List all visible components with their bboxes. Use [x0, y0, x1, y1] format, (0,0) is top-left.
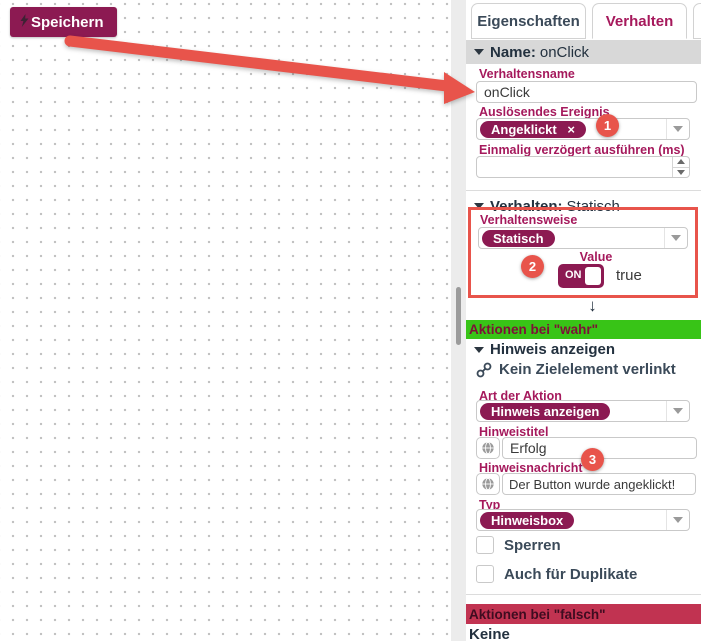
chevron-down-icon — [671, 235, 681, 241]
name-header-label: Name: — [490, 43, 536, 61]
typ-dropdown[interactable]: Hinweisbox — [476, 509, 690, 531]
translate-titel-button[interactable] — [476, 437, 500, 459]
no-target-row: Kein Zielelement verlinkt — [476, 361, 676, 378]
verhaltensname-input[interactable]: onClick — [476, 81, 697, 103]
tab-verhalten[interactable]: Verhalten — [592, 3, 687, 39]
tab-stub[interactable] — [693, 3, 701, 39]
link-icon — [476, 362, 492, 378]
ereignis-label: Auslösendes Ereignis — [479, 105, 610, 119]
name-section-header[interactable]: Name: onClick — [466, 40, 701, 64]
spinner-down-button[interactable] — [673, 168, 689, 178]
hinweistitel-value: Erfolg — [510, 440, 547, 456]
chevron-down-icon — [673, 408, 683, 414]
tab-eigenschaften-label: Eigenschaften — [477, 12, 580, 30]
angeklickt-tag-label: Angeklickt — [491, 121, 557, 137]
hinweis-anzeigen-pill-label: Hinweis anzeigen — [491, 403, 600, 419]
badge-2-number: 2 — [528, 259, 537, 274]
lightning-icon — [20, 13, 31, 31]
hinweis-anzeigen-pill: Hinweis anzeigen — [480, 402, 611, 420]
verhalten-section-header[interactable]: Verhalten: Statisch — [466, 196, 701, 216]
annotation-badge-2: 2 — [521, 255, 544, 278]
spinner-up-button[interactable] — [673, 157, 689, 168]
toggle-on-label: ON — [565, 269, 582, 281]
aktionen-wahr-label: Aktionen bei "wahr" — [469, 322, 599, 337]
hinweis-header-label: Hinweis anzeigen — [490, 341, 616, 358]
statisch-pill: Statisch — [482, 229, 555, 247]
aktionen-falsch-bar: Aktionen bei "falsch" — [466, 604, 701, 624]
panel-scrollbar-thumb[interactable] — [456, 287, 461, 345]
number-spinner[interactable] — [672, 157, 689, 177]
badge-3-number: 3 — [588, 452, 597, 467]
section-divider — [466, 190, 701, 191]
annotation-badge-3: 3 — [581, 448, 604, 471]
globe-icon — [482, 477, 494, 491]
translate-nachricht-button[interactable] — [476, 473, 500, 495]
sperren-label: Sperren — [504, 537, 561, 554]
flow-arrow-down-icon: ↓ — [588, 296, 597, 315]
art-der-aktion-label: Art der Aktion — [479, 389, 562, 403]
verhalten-header-label: Verhalten: — [490, 197, 563, 215]
triangle-up-icon — [677, 159, 685, 165]
tag-remove-icon[interactable]: × — [567, 121, 575, 137]
art-der-aktion-dropdown[interactable]: Hinweis anzeigen — [476, 400, 690, 422]
aktionen-wahr-bar: Aktionen bei "wahr" — [466, 320, 701, 339]
hinweis-section-header[interactable]: Hinweis anzeigen — [466, 339, 701, 360]
duplikate-label: Auch für Duplikate — [504, 566, 638, 583]
no-target-text: Kein Zielelement verlinkt — [499, 361, 676, 378]
badge-1-number: 1 — [603, 118, 612, 133]
toggle-knob — [585, 267, 601, 285]
value-label: Value — [579, 250, 613, 264]
duplikate-checkbox[interactable] — [476, 565, 494, 583]
chevron-down-icon — [673, 517, 683, 523]
tab-verhalten-label: Verhalten — [605, 12, 674, 30]
triangle-down-icon — [677, 169, 685, 175]
design-canvas[interactable]: Speichern — [0, 0, 451, 641]
collapse-triangle-icon — [474, 346, 484, 353]
save-button[interactable]: Speichern — [10, 7, 117, 37]
save-button-label: Speichern — [31, 13, 104, 31]
annotation-badge-1: 1 — [596, 114, 619, 137]
value-toggle[interactable]: ON — [558, 264, 604, 288]
section-divider — [466, 594, 701, 595]
falsch-empty-text: Keine — [469, 626, 510, 641]
dropdown-caret-zone[interactable] — [666, 119, 689, 139]
ereignis-dropdown[interactable]: Angeklickt × — [476, 118, 690, 140]
dropdown-caret-zone[interactable] — [666, 510, 689, 530]
verhaltensname-value: onClick — [484, 84, 530, 100]
chevron-down-icon — [673, 126, 683, 132]
hinweisnachricht-value: Der Button wurde angeklickt! — [509, 476, 676, 492]
verhaltensname-label: Verhaltensname — [479, 67, 575, 81]
properties-panel: Eigenschaften Verhalten Name: onClick Ve… — [466, 0, 701, 641]
typ-label: Typ — [479, 498, 501, 512]
hinweistitel-label: Hinweistitel — [479, 425, 549, 439]
hinweisnachricht-input[interactable]: Der Button wurde angeklickt! — [502, 473, 696, 495]
collapse-triangle-icon — [474, 49, 484, 55]
delay-label: Einmalig verzögert ausführen (ms) — [479, 143, 685, 157]
verhalten-header-value: Statisch — [566, 197, 620, 215]
statisch-pill-label: Statisch — [493, 230, 544, 246]
delay-input[interactable] — [476, 156, 690, 178]
tab-eigenschaften[interactable]: Eigenschaften — [471, 3, 586, 39]
collapse-triangle-icon — [474, 203, 484, 209]
toggle-state-text: true — [616, 267, 642, 284]
name-header-value: onClick — [539, 43, 590, 61]
aktionen-falsch-label: Aktionen bei "falsch" — [469, 606, 606, 622]
hinweisnachricht-label: Hinweisnachricht — [479, 461, 583, 475]
verhaltensweise-dropdown[interactable]: Statisch — [478, 227, 688, 249]
sperren-checkbox[interactable] — [476, 536, 494, 554]
hinweisbox-pill-label: Hinweisbox — [491, 512, 564, 528]
verhaltensweise-label: Verhaltensweise — [480, 213, 578, 227]
globe-icon — [482, 441, 494, 455]
dropdown-caret-zone[interactable] — [664, 228, 687, 248]
dropdown-caret-zone[interactable] — [666, 401, 689, 421]
angeklickt-tag[interactable]: Angeklickt × — [480, 120, 586, 138]
hinweisbox-pill: Hinweisbox — [480, 511, 575, 529]
